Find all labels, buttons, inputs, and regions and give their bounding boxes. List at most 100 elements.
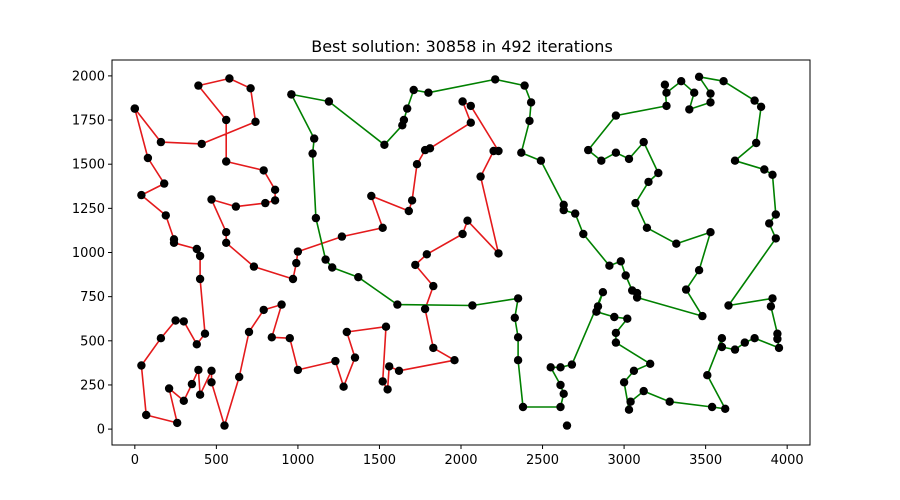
- city-point: [156, 334, 166, 343]
- city-point: [698, 311, 707, 321]
- city-point: [424, 88, 433, 97]
- city-point: [192, 244, 201, 254]
- city-point: [458, 97, 467, 106]
- y-tick-label: 750: [80, 290, 105, 305]
- city-point: [259, 305, 268, 315]
- city-point: [292, 258, 301, 268]
- city-point: [510, 313, 519, 322]
- city-point: [685, 105, 694, 114]
- y-tick-label: 1750: [72, 114, 105, 129]
- city-point: [137, 190, 146, 200]
- city-point: [225, 74, 234, 83]
- city-point: [766, 302, 776, 311]
- city-point: [491, 75, 500, 84]
- city-point: [730, 156, 740, 165]
- city-point: [404, 206, 413, 216]
- city-point: [394, 366, 404, 375]
- city-point: [672, 239, 681, 248]
- city-point: [407, 196, 417, 205]
- city-point: [642, 223, 652, 232]
- city-point: [244, 327, 254, 337]
- city-point: [536, 156, 546, 165]
- city-point: [429, 343, 438, 353]
- city-point: [161, 211, 170, 220]
- city-point: [179, 396, 188, 405]
- city-point: [259, 166, 268, 175]
- city-point: [494, 146, 503, 156]
- city-point: [429, 281, 438, 291]
- city-point: [293, 247, 303, 256]
- city-point: [631, 198, 640, 208]
- city-point: [730, 345, 740, 354]
- city-point: [616, 257, 625, 266]
- city-point: [287, 90, 296, 99]
- city-point: [629, 366, 639, 375]
- city-point: [403, 104, 412, 113]
- city-point: [411, 260, 420, 270]
- city-point: [624, 405, 634, 414]
- x-tick-label: 4000: [771, 453, 804, 468]
- city-point: [200, 329, 210, 338]
- city-point: [623, 314, 632, 323]
- city-point: [367, 191, 376, 201]
- city-point: [520, 81, 529, 90]
- city-point: [187, 379, 197, 389]
- y-axis: 0 250 500 750 1000 1250 1500 1750 2000: [72, 69, 112, 438]
- x-tick-label: 3000: [608, 453, 641, 468]
- city-point: [717, 334, 727, 343]
- city-point: [337, 232, 347, 241]
- x-tick-label: 2500: [526, 453, 559, 468]
- city-point: [270, 196, 280, 205]
- city-point: [383, 385, 392, 394]
- city-point: [321, 255, 330, 264]
- city-point: [342, 327, 351, 337]
- city-point: [584, 145, 593, 155]
- city-point: [660, 80, 670, 89]
- city-point: [354, 273, 363, 282]
- city-point: [420, 304, 430, 314]
- y-tick-label: 250: [80, 378, 105, 393]
- city-point: [526, 98, 536, 107]
- series-layer: [134, 76, 780, 427]
- city-point: [173, 418, 182, 428]
- city-point: [156, 137, 166, 147]
- city-point: [556, 363, 565, 372]
- y-tick-label: 2000: [72, 69, 105, 84]
- city-point: [450, 356, 459, 365]
- city-point: [556, 380, 565, 390]
- city-point: [546, 363, 555, 372]
- city-point: [468, 301, 477, 310]
- city-point: [694, 266, 704, 275]
- city-point: [598, 288, 608, 297]
- city-point: [293, 365, 303, 375]
- city-point: [677, 77, 686, 86]
- city-point: [378, 223, 387, 232]
- city-point: [308, 149, 317, 158]
- city-point: [611, 111, 621, 120]
- city-point: [393, 300, 402, 309]
- city-point: [251, 117, 260, 127]
- city-point: [639, 386, 648, 396]
- city-point: [192, 340, 201, 349]
- city-point: [130, 104, 139, 113]
- city-point: [619, 378, 629, 387]
- city-point: [222, 115, 231, 125]
- city-point: [567, 360, 577, 369]
- city-point: [513, 356, 523, 365]
- city-point: [646, 359, 655, 368]
- city-point: [310, 134, 319, 143]
- city-point: [277, 300, 286, 309]
- chart-title: Best solution: 30858 in 492 iterations: [311, 37, 613, 56]
- x-tick-label: 2000: [444, 453, 477, 468]
- city-point: [621, 271, 630, 280]
- city-point: [752, 138, 761, 148]
- city-point: [331, 356, 340, 366]
- city-point: [626, 397, 635, 406]
- city-point: [220, 421, 229, 430]
- city-point: [261, 198, 270, 208]
- city-point: [717, 342, 727, 352]
- city-point: [681, 285, 691, 294]
- city-point: [143, 153, 153, 163]
- city-point: [179, 317, 188, 326]
- x-tick-label: 0: [131, 453, 139, 468]
